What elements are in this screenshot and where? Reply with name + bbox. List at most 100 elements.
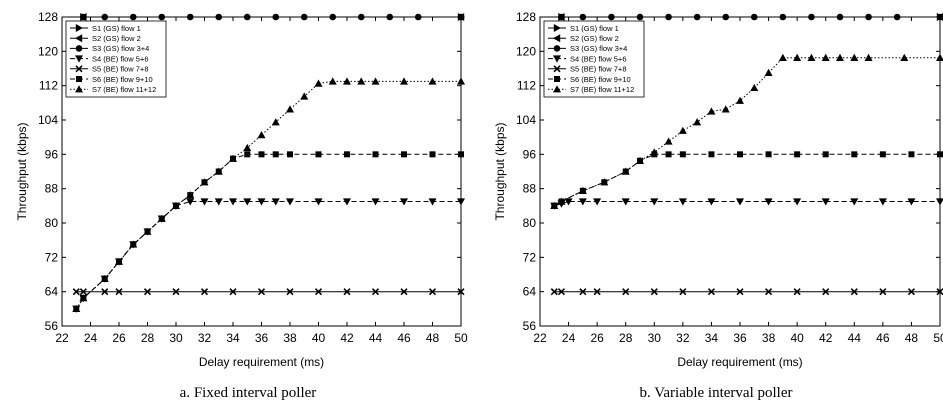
y-axis-label: Throughput (kbps) bbox=[15, 122, 29, 220]
series-3 bbox=[80, 14, 464, 21]
chart-panel-1: 22 24 26 28 30 32 34 36 38 40 42 44 46 48 50 56 64 72 80 88… bbox=[15, 10, 468, 401]
y-tick-label: 120 bbox=[38, 44, 58, 58]
data-point bbox=[458, 151, 464, 157]
series-line bbox=[76, 81, 461, 308]
data-point bbox=[80, 14, 87, 21]
data-point bbox=[457, 77, 465, 84]
data-point bbox=[937, 14, 943, 21]
data-point bbox=[736, 97, 744, 104]
y-tick-label: 56 bbox=[523, 319, 537, 333]
data-point bbox=[301, 14, 308, 21]
chart-panel-2: 22 24 26 28 30 32 34 36 38 40 42 44 46 48 50 56 64 72 80 88… bbox=[493, 10, 943, 401]
y-tick-label: 104 bbox=[38, 113, 58, 127]
x-tick-label: 32 bbox=[198, 331, 212, 345]
x-tick-label: 40 bbox=[312, 331, 326, 345]
x-tick-label: 30 bbox=[648, 331, 662, 345]
data-point bbox=[780, 14, 787, 21]
data-point bbox=[722, 105, 730, 112]
series-7 bbox=[72, 77, 465, 312]
x-axis-label: Delay requirement (ms) bbox=[677, 355, 802, 369]
legend: S1 (GS) flow 1S2 (GS) flow 2S3 (GS) flow… bbox=[66, 21, 166, 97]
series-4 bbox=[550, 198, 943, 209]
data-point bbox=[693, 118, 701, 125]
x-tick-label: 50 bbox=[454, 331, 468, 345]
series-3 bbox=[558, 14, 943, 21]
data-point bbox=[158, 14, 165, 21]
y-tick-label: 64 bbox=[523, 285, 537, 299]
data-point bbox=[244, 151, 250, 157]
legend-marker bbox=[554, 76, 560, 82]
y-tick-label: 128 bbox=[516, 10, 536, 24]
legend-marker bbox=[76, 76, 82, 82]
legend-entry: S6 (BE) flow 9+10 bbox=[92, 75, 153, 84]
chart-caption: b. Variable interval poller bbox=[639, 385, 792, 401]
data-point bbox=[273, 151, 279, 157]
data-point bbox=[287, 151, 293, 157]
data-point bbox=[766, 151, 772, 157]
data-point bbox=[243, 144, 251, 151]
data-point bbox=[580, 14, 587, 21]
x-tick-label: 38 bbox=[762, 331, 776, 345]
data-point bbox=[244, 14, 251, 21]
x-tick-label: 32 bbox=[676, 331, 690, 345]
data-point bbox=[937, 151, 943, 157]
legend-entry: S3 (GS) flow 3+4 bbox=[92, 44, 149, 53]
legend: S1 (GS) flow 1S2 (GS) flow 2S3 (GS) flow… bbox=[544, 21, 644, 97]
data-point bbox=[401, 151, 407, 157]
data-point bbox=[187, 14, 194, 21]
series-line bbox=[76, 154, 461, 308]
data-point bbox=[637, 14, 644, 21]
x-tick-label: 36 bbox=[255, 331, 269, 345]
data-point bbox=[666, 151, 672, 157]
data-point bbox=[936, 198, 943, 205]
x-tick-label: 24 bbox=[562, 331, 576, 345]
data-point bbox=[722, 14, 729, 21]
y-tick-label: 88 bbox=[523, 182, 537, 196]
x-tick-label: 48 bbox=[426, 331, 440, 345]
data-point bbox=[558, 14, 565, 21]
legend-entry: S1 (GS) flow 1 bbox=[92, 24, 141, 33]
x-tick-label: 26 bbox=[590, 331, 604, 345]
x-tick-label: 42 bbox=[819, 331, 833, 345]
x-tick-label: 40 bbox=[790, 331, 804, 345]
data-point bbox=[808, 14, 815, 21]
legend-entry: S7 (BE) flow 11+12 bbox=[92, 85, 156, 94]
data-point bbox=[680, 151, 686, 157]
data-point bbox=[736, 198, 744, 205]
data-point bbox=[837, 14, 844, 21]
y-tick-label: 80 bbox=[523, 216, 537, 230]
x-tick-label: 46 bbox=[876, 331, 890, 345]
legend-entry: S4 (BE) flow 5+6 bbox=[570, 54, 626, 63]
data-point bbox=[794, 151, 800, 157]
x-tick-label: 36 bbox=[733, 331, 747, 345]
data-point bbox=[851, 151, 857, 157]
data-point bbox=[344, 151, 350, 157]
data-point bbox=[608, 14, 615, 21]
series-6 bbox=[73, 151, 464, 312]
data-point bbox=[300, 92, 308, 99]
x-tick-label: 30 bbox=[169, 331, 183, 345]
data-point bbox=[358, 14, 365, 21]
series-4 bbox=[72, 198, 465, 312]
data-point bbox=[458, 14, 465, 21]
data-point bbox=[286, 198, 294, 205]
x-tick-label: 28 bbox=[141, 331, 155, 345]
data-point bbox=[779, 54, 787, 61]
y-tick-label: 112 bbox=[517, 79, 536, 93]
data-point bbox=[430, 151, 436, 157]
x-axis-label: Delay requirement (ms) bbox=[199, 355, 324, 369]
x-tick-label: 44 bbox=[369, 331, 383, 345]
y-tick-label: 56 bbox=[45, 319, 59, 333]
x-tick-label: 26 bbox=[112, 331, 126, 345]
data-point bbox=[894, 14, 901, 21]
y-tick-label: 104 bbox=[516, 113, 536, 127]
y-tick-label: 96 bbox=[45, 147, 59, 161]
x-tick-label: 42 bbox=[340, 331, 354, 345]
x-tick-label: 38 bbox=[283, 331, 297, 345]
data-point bbox=[272, 14, 279, 21]
y-axis-label: Throughput (kbps) bbox=[493, 122, 507, 220]
data-point bbox=[665, 14, 672, 21]
legend-entry: S4 (BE) flow 5+6 bbox=[92, 54, 148, 63]
x-tick-label: 50 bbox=[933, 331, 943, 345]
